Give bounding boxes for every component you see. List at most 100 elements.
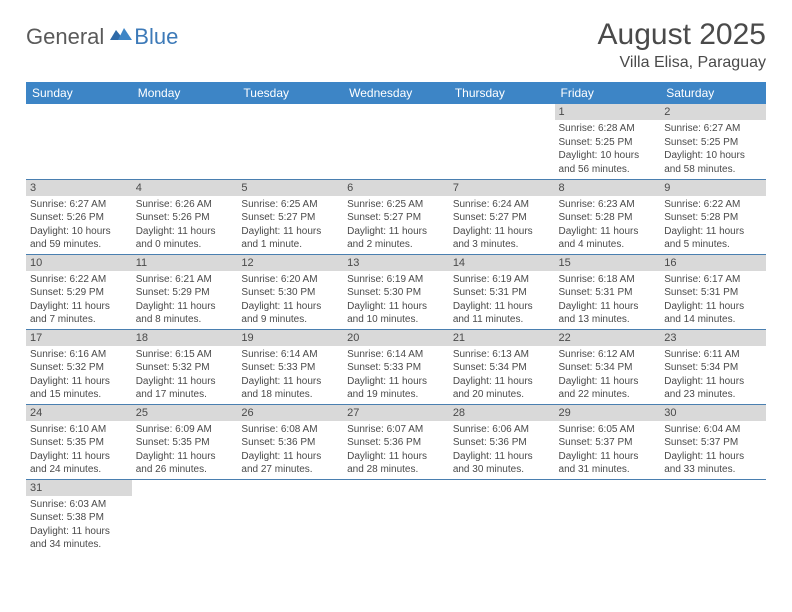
sunset-text: Sunset: 5:34 PM xyxy=(559,361,657,375)
sunrise-text: Sunrise: 6:20 AM xyxy=(241,273,339,287)
day-cell: 1Sunrise: 6:28 AMSunset: 5:25 PMDaylight… xyxy=(555,104,661,179)
daylight-text: Daylight: 11 hours and 5 minutes. xyxy=(664,225,762,252)
day-content: Sunrise: 6:03 AMSunset: 5:38 PMDaylight:… xyxy=(26,496,132,554)
sunset-text: Sunset: 5:32 PM xyxy=(30,361,128,375)
sunset-text: Sunset: 5:27 PM xyxy=(453,211,551,225)
sunrise-text: Sunrise: 6:27 AM xyxy=(30,198,128,212)
sunset-text: Sunset: 5:27 PM xyxy=(347,211,445,225)
daylight-text: Daylight: 11 hours and 7 minutes. xyxy=(30,300,128,327)
day-cell xyxy=(343,104,449,179)
sunrise-text: Sunrise: 6:04 AM xyxy=(664,423,762,437)
day-content: Sunrise: 6:17 AMSunset: 5:31 PMDaylight:… xyxy=(660,271,766,329)
day-cell: 29Sunrise: 6:05 AMSunset: 5:37 PMDayligh… xyxy=(555,404,661,479)
daylight-text: Daylight: 11 hours and 13 minutes. xyxy=(559,300,657,327)
sunrise-text: Sunrise: 6:13 AM xyxy=(453,348,551,362)
sunrise-text: Sunrise: 6:05 AM xyxy=(559,423,657,437)
day-cell: 10Sunrise: 6:22 AMSunset: 5:29 PMDayligh… xyxy=(26,254,132,329)
daylight-text: Daylight: 10 hours and 56 minutes. xyxy=(559,149,657,176)
day-number: 11 xyxy=(132,255,238,271)
day-content: Sunrise: 6:10 AMSunset: 5:35 PMDaylight:… xyxy=(26,421,132,479)
week-row: 1Sunrise: 6:28 AMSunset: 5:25 PMDaylight… xyxy=(26,104,766,179)
logo-text-blue: Blue xyxy=(134,24,178,50)
day-cell: 25Sunrise: 6:09 AMSunset: 5:35 PMDayligh… xyxy=(132,404,238,479)
sunrise-text: Sunrise: 6:21 AM xyxy=(136,273,234,287)
day-cell xyxy=(449,479,555,554)
day-content: Sunrise: 6:25 AMSunset: 5:27 PMDaylight:… xyxy=(237,196,343,254)
day-cell: 15Sunrise: 6:18 AMSunset: 5:31 PMDayligh… xyxy=(555,254,661,329)
weekday-header-row: SundayMondayTuesdayWednesdayThursdayFrid… xyxy=(26,82,766,104)
day-cell: 17Sunrise: 6:16 AMSunset: 5:32 PMDayligh… xyxy=(26,329,132,404)
day-number: 27 xyxy=(343,405,449,421)
sunrise-text: Sunrise: 6:08 AM xyxy=(241,423,339,437)
sunset-text: Sunset: 5:36 PM xyxy=(453,436,551,450)
day-cell xyxy=(132,479,238,554)
day-cell: 3Sunrise: 6:27 AMSunset: 5:26 PMDaylight… xyxy=(26,179,132,254)
day-content: Sunrise: 6:13 AMSunset: 5:34 PMDaylight:… xyxy=(449,346,555,404)
day-content: Sunrise: 6:27 AMSunset: 5:26 PMDaylight:… xyxy=(26,196,132,254)
day-number: 18 xyxy=(132,330,238,346)
day-content: Sunrise: 6:19 AMSunset: 5:30 PMDaylight:… xyxy=(343,271,449,329)
sunset-text: Sunset: 5:26 PM xyxy=(136,211,234,225)
sunset-text: Sunset: 5:29 PM xyxy=(30,286,128,300)
week-row: 31Sunrise: 6:03 AMSunset: 5:38 PMDayligh… xyxy=(26,479,766,554)
day-content: Sunrise: 6:04 AMSunset: 5:37 PMDaylight:… xyxy=(660,421,766,479)
day-content: Sunrise: 6:12 AMSunset: 5:34 PMDaylight:… xyxy=(555,346,661,404)
sunset-text: Sunset: 5:29 PM xyxy=(136,286,234,300)
daylight-text: Daylight: 11 hours and 9 minutes. xyxy=(241,300,339,327)
day-content: Sunrise: 6:28 AMSunset: 5:25 PMDaylight:… xyxy=(555,120,661,178)
daylight-text: Daylight: 11 hours and 34 minutes. xyxy=(30,525,128,552)
week-row: 24Sunrise: 6:10 AMSunset: 5:35 PMDayligh… xyxy=(26,404,766,479)
sunset-text: Sunset: 5:25 PM xyxy=(664,136,762,150)
day-number: 23 xyxy=(660,330,766,346)
day-content: Sunrise: 6:14 AMSunset: 5:33 PMDaylight:… xyxy=(343,346,449,404)
day-content: Sunrise: 6:06 AMSunset: 5:36 PMDaylight:… xyxy=(449,421,555,479)
day-content: Sunrise: 6:15 AMSunset: 5:32 PMDaylight:… xyxy=(132,346,238,404)
week-row: 3Sunrise: 6:27 AMSunset: 5:26 PMDaylight… xyxy=(26,179,766,254)
weekday-header: Tuesday xyxy=(237,82,343,104)
day-cell xyxy=(237,104,343,179)
day-number: 20 xyxy=(343,330,449,346)
daylight-text: Daylight: 11 hours and 15 minutes. xyxy=(30,375,128,402)
sunset-text: Sunset: 5:27 PM xyxy=(241,211,339,225)
day-number: 19 xyxy=(237,330,343,346)
day-number: 3 xyxy=(26,180,132,196)
sunset-text: Sunset: 5:34 PM xyxy=(664,361,762,375)
day-content: Sunrise: 6:23 AMSunset: 5:28 PMDaylight:… xyxy=(555,196,661,254)
day-number: 15 xyxy=(555,255,661,271)
weekday-header: Wednesday xyxy=(343,82,449,104)
day-number: 12 xyxy=(237,255,343,271)
daylight-text: Daylight: 11 hours and 19 minutes. xyxy=(347,375,445,402)
day-number: 25 xyxy=(132,405,238,421)
month-title: August 2025 xyxy=(598,18,766,52)
day-number: 29 xyxy=(555,405,661,421)
day-cell xyxy=(343,479,449,554)
day-cell: 30Sunrise: 6:04 AMSunset: 5:37 PMDayligh… xyxy=(660,404,766,479)
calendar-table: SundayMondayTuesdayWednesdayThursdayFrid… xyxy=(26,82,766,554)
day-number: 4 xyxy=(132,180,238,196)
weekday-header: Saturday xyxy=(660,82,766,104)
sunset-text: Sunset: 5:28 PM xyxy=(559,211,657,225)
sunset-text: Sunset: 5:32 PM xyxy=(136,361,234,375)
sunrise-text: Sunrise: 6:03 AM xyxy=(30,498,128,512)
day-number: 26 xyxy=(237,405,343,421)
day-number: 13 xyxy=(343,255,449,271)
day-content: Sunrise: 6:22 AMSunset: 5:28 PMDaylight:… xyxy=(660,196,766,254)
sunrise-text: Sunrise: 6:17 AM xyxy=(664,273,762,287)
daylight-text: Daylight: 11 hours and 23 minutes. xyxy=(664,375,762,402)
sunrise-text: Sunrise: 6:19 AM xyxy=(453,273,551,287)
day-number: 5 xyxy=(237,180,343,196)
day-cell xyxy=(449,104,555,179)
day-number: 6 xyxy=(343,180,449,196)
sunset-text: Sunset: 5:38 PM xyxy=(30,511,128,525)
daylight-text: Daylight: 11 hours and 2 minutes. xyxy=(347,225,445,252)
daylight-text: Daylight: 11 hours and 17 minutes. xyxy=(136,375,234,402)
day-content: Sunrise: 6:24 AMSunset: 5:27 PMDaylight:… xyxy=(449,196,555,254)
weekday-header: Thursday xyxy=(449,82,555,104)
daylight-text: Daylight: 11 hours and 27 minutes. xyxy=(241,450,339,477)
title-block: August 2025 Villa Elisa, Paraguay xyxy=(598,18,766,72)
flag-icon xyxy=(110,26,132,47)
sunrise-text: Sunrise: 6:22 AM xyxy=(30,273,128,287)
day-cell: 12Sunrise: 6:20 AMSunset: 5:30 PMDayligh… xyxy=(237,254,343,329)
day-cell: 9Sunrise: 6:22 AMSunset: 5:28 PMDaylight… xyxy=(660,179,766,254)
day-content: Sunrise: 6:11 AMSunset: 5:34 PMDaylight:… xyxy=(660,346,766,404)
